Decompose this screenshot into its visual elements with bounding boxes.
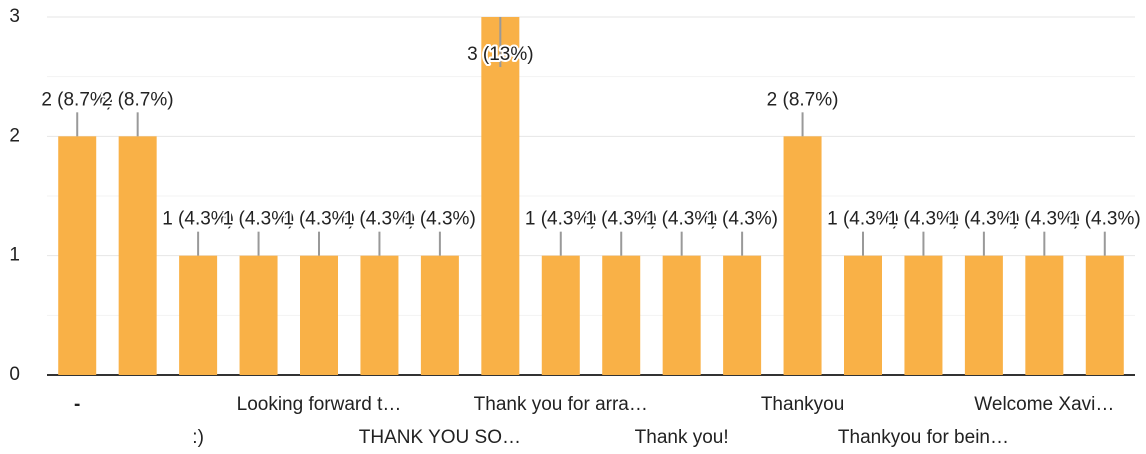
bar [118, 136, 157, 375]
data-label: 1 (4.3%) [888, 209, 960, 230]
x-tick-label: Welcome Xavi… [974, 394, 1114, 415]
data-label: 2 (8.7%) [767, 89, 839, 110]
bar [58, 136, 97, 375]
bar [1025, 255, 1064, 375]
bar [964, 255, 1003, 375]
data-label: 1 (4.3%) [162, 209, 234, 230]
bar [783, 136, 822, 375]
bar [360, 255, 399, 375]
bar [904, 255, 943, 375]
bar [844, 255, 882, 375]
bar [179, 255, 218, 375]
x-tick-label: Thankyou for bein… [838, 427, 1009, 448]
x-tick-label: - [74, 394, 80, 415]
data-label: 1 (4.3%) [283, 209, 355, 230]
data-label: 1 (4.3%) [1069, 209, 1141, 230]
x-tick-label: THANK YOU SO… [359, 427, 521, 448]
data-label: 2 (8.7%) [102, 89, 174, 110]
y-tick-label: 3 [9, 6, 20, 27]
data-label: 1 (4.3%) [827, 209, 899, 230]
bar [1085, 255, 1124, 375]
data-label: 1 (4.3%) [948, 209, 1020, 230]
y-tick-label: 1 [9, 245, 20, 266]
data-label: 1 (4.3%) [223, 209, 295, 230]
data-label: 2 (8.7%) [41, 89, 113, 110]
x-tick-label: :) [192, 427, 204, 448]
bar [239, 255, 278, 375]
bar [662, 255, 701, 375]
x-tick-label: Looking forward t… [237, 394, 402, 415]
data-label: 3 (13%) [467, 44, 534, 65]
y-tick-label: 0 [9, 364, 20, 385]
data-label: 1 (4.3%) [525, 209, 597, 230]
data-label: 1 (4.3%) [344, 209, 416, 230]
bar [420, 255, 459, 375]
x-tick-label: Thank you for arra… [474, 394, 648, 415]
data-label: 1 (4.3%) [706, 209, 778, 230]
data-label: 1 (4.3%) [1008, 209, 1080, 230]
data-label: 1 (4.3%) [585, 209, 657, 230]
bar [300, 255, 338, 375]
x-tick-label: Thankyou [761, 394, 844, 415]
bar [723, 255, 762, 375]
bar [541, 255, 580, 375]
bar [481, 17, 520, 375]
data-label: 1 (4.3%) [404, 209, 476, 230]
bar [602, 255, 641, 375]
data-label: 1 (4.3%) [646, 209, 718, 230]
x-tick-label: Thank you! [635, 427, 729, 448]
y-tick-label: 2 [9, 125, 20, 146]
